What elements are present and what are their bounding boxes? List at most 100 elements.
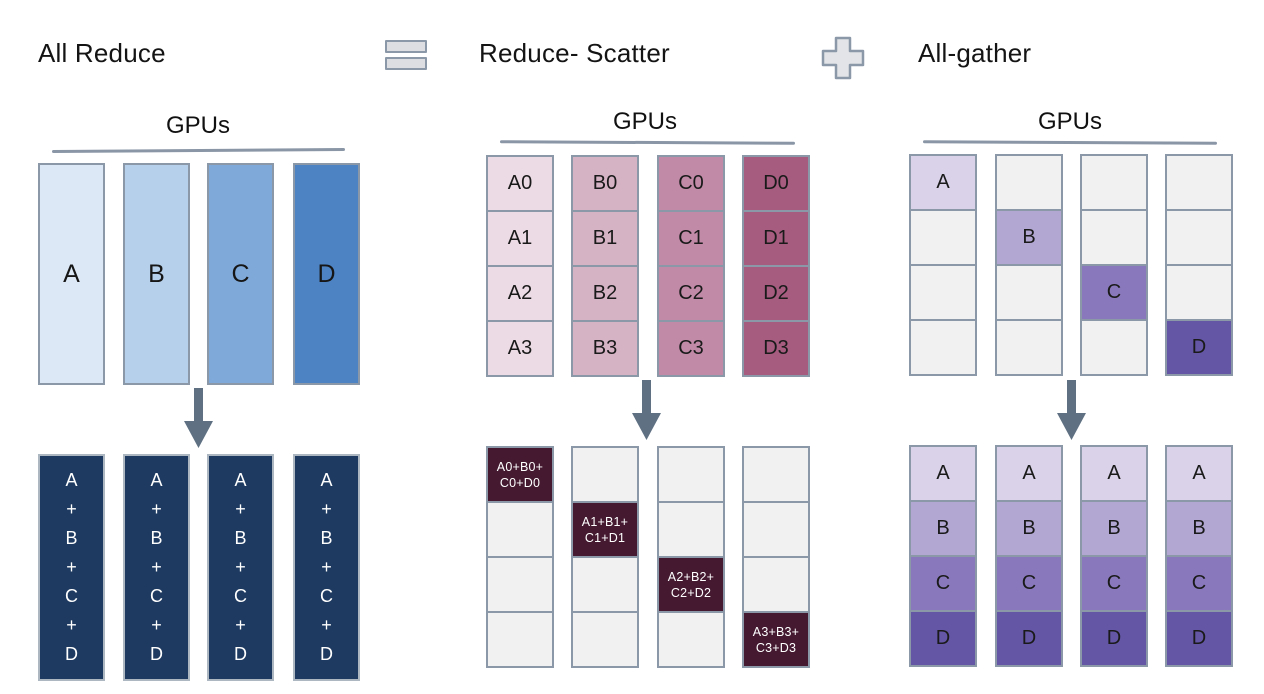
ag-result-cell-d: D (995, 610, 1063, 667)
title-all-reduce: All Reduce (38, 38, 166, 68)
ag-empty-cell (1080, 154, 1148, 211)
gpu-column-c: C (207, 163, 274, 385)
sum-text: A2+B2+ C2+D2 (667, 569, 715, 600)
ag-result-cell-c: C (995, 555, 1063, 612)
ag-result-cell-a: A (1080, 445, 1148, 502)
ag-result-column-3: A B C D (1165, 445, 1233, 667)
rs-result-column-3: A3+B3+ C3+D3 (742, 446, 810, 668)
gpu-column-d: D (293, 163, 360, 385)
rs-empty-cell (742, 501, 810, 558)
column-label: B (148, 259, 165, 288)
ag-empty-cell (909, 319, 977, 376)
rs-cell-b2: B2 (571, 265, 639, 322)
rs-sum-cell-0: A0+B0+ C0+D0 (486, 446, 554, 503)
rs-cell-d2: D2 (742, 265, 810, 322)
ag-cell-b: B (995, 209, 1063, 266)
gpus-underline (922, 140, 1218, 145)
ag-result-cell-b: B (1080, 500, 1148, 557)
ag-result-cell-b: B (1165, 500, 1233, 557)
gpus-underline (51, 147, 346, 153)
rs-empty-cell (742, 446, 810, 503)
rs-column-d: D0 D1 D2 D3 (742, 155, 810, 377)
ag-result-column-0: A B C D (909, 445, 977, 667)
rs-empty-cell (657, 446, 725, 503)
ag-column-1: B (995, 154, 1063, 376)
title-all-gather: All-gather (918, 38, 1032, 68)
ag-result-cell-d: D (909, 610, 977, 667)
rs-empty-cell (742, 556, 810, 613)
rs-column-a: A0 A1 A2 A3 (486, 155, 554, 377)
rs-cell-b1: B1 (571, 210, 639, 267)
rs-empty-cell (486, 501, 554, 558)
ag-cell-a: A (909, 154, 977, 211)
ag-result-cell-b: B (995, 500, 1063, 557)
rs-sum-cell-3: A3+B3+ C3+D3 (742, 611, 810, 668)
ag-empty-cell (909, 264, 977, 321)
ag-result-cell-c: C (1165, 555, 1233, 612)
rs-column-b: B0 B1 B2 B3 (571, 155, 639, 377)
sum-text: A1+B1+ C1+D1 (581, 514, 629, 545)
ag-column-0: A (909, 154, 977, 376)
column-label: A (63, 259, 80, 288)
rs-column-c: C0 C1 C2 C3 (657, 155, 725, 377)
result-column: A + B + C + D (207, 454, 274, 681)
result-column: A + B + C + D (38, 454, 105, 681)
equals-bar-top (385, 40, 427, 53)
gpus-underline (499, 140, 796, 145)
ag-empty-cell (909, 209, 977, 266)
ag-empty-cell (995, 264, 1063, 321)
rs-sum-cell-1: A1+B1+ C1+D1 (571, 501, 639, 558)
column-label: D (317, 259, 336, 288)
sum-text: A + B + C + D (234, 470, 247, 664)
ag-empty-cell (1165, 264, 1233, 321)
rs-cell-a1: A1 (486, 210, 554, 267)
rs-cell-c2: C2 (657, 265, 725, 322)
rs-cell-b0: B0 (571, 155, 639, 212)
rs-empty-cell (486, 611, 554, 668)
equals-bar-bottom (385, 57, 427, 70)
rs-cell-a3: A3 (486, 320, 554, 377)
plus-icon (820, 35, 866, 86)
rs-cell-c1: C1 (657, 210, 725, 267)
ag-empty-cell (1165, 154, 1233, 211)
ag-empty-cell (1080, 319, 1148, 376)
ag-cell-c: C (1080, 264, 1148, 321)
ag-result-cell-a: A (995, 445, 1063, 502)
down-arrow-icon (181, 388, 215, 455)
title-reduce-scatter: Reduce- Scatter (479, 38, 670, 68)
sum-text: A0+B0+ C0+D0 (496, 459, 544, 490)
ag-empty-cell (995, 319, 1063, 376)
rs-cell-a0: A0 (486, 155, 554, 212)
column-label: C (231, 259, 250, 288)
rs-cell-d0: D0 (742, 155, 810, 212)
rs-cell-c3: C3 (657, 320, 725, 377)
result-column: A + B + C + D (123, 454, 190, 681)
equals-icon (385, 40, 427, 74)
down-arrow-icon (629, 380, 663, 447)
ag-empty-cell (1165, 209, 1233, 266)
sum-text: A + B + C + D (150, 470, 163, 664)
sum-text: A + B + C + D (320, 470, 333, 664)
ag-result-cell-a: A (1165, 445, 1233, 502)
ag-result-column-1: A B C D (995, 445, 1063, 667)
rs-empty-cell (571, 611, 639, 668)
ag-result-cell-b: B (909, 500, 977, 557)
gpus-label-all-gather: GPUs (1037, 108, 1102, 135)
ag-result-cell-a: A (909, 445, 977, 502)
gpus-label-all-reduce: GPUs (165, 112, 230, 139)
ag-result-cell-c: C (909, 555, 977, 612)
sum-text: A + B + C + D (65, 470, 78, 664)
rs-sum-cell-2: A2+B2+ C2+D2 (657, 556, 725, 613)
ag-column-2: C (1080, 154, 1148, 376)
rs-empty-cell (571, 446, 639, 503)
rs-empty-cell (657, 611, 725, 668)
gpu-column-b: B (123, 163, 190, 385)
ag-cell-d: D (1165, 319, 1233, 376)
rs-empty-cell (657, 501, 725, 558)
result-column: A + B + C + D (293, 454, 360, 681)
ag-column-3: D (1165, 154, 1233, 376)
ag-result-cell-c: C (1080, 555, 1148, 612)
ag-empty-cell (1080, 209, 1148, 266)
gpus-label-reduce-scatter: GPUs (612, 108, 677, 135)
